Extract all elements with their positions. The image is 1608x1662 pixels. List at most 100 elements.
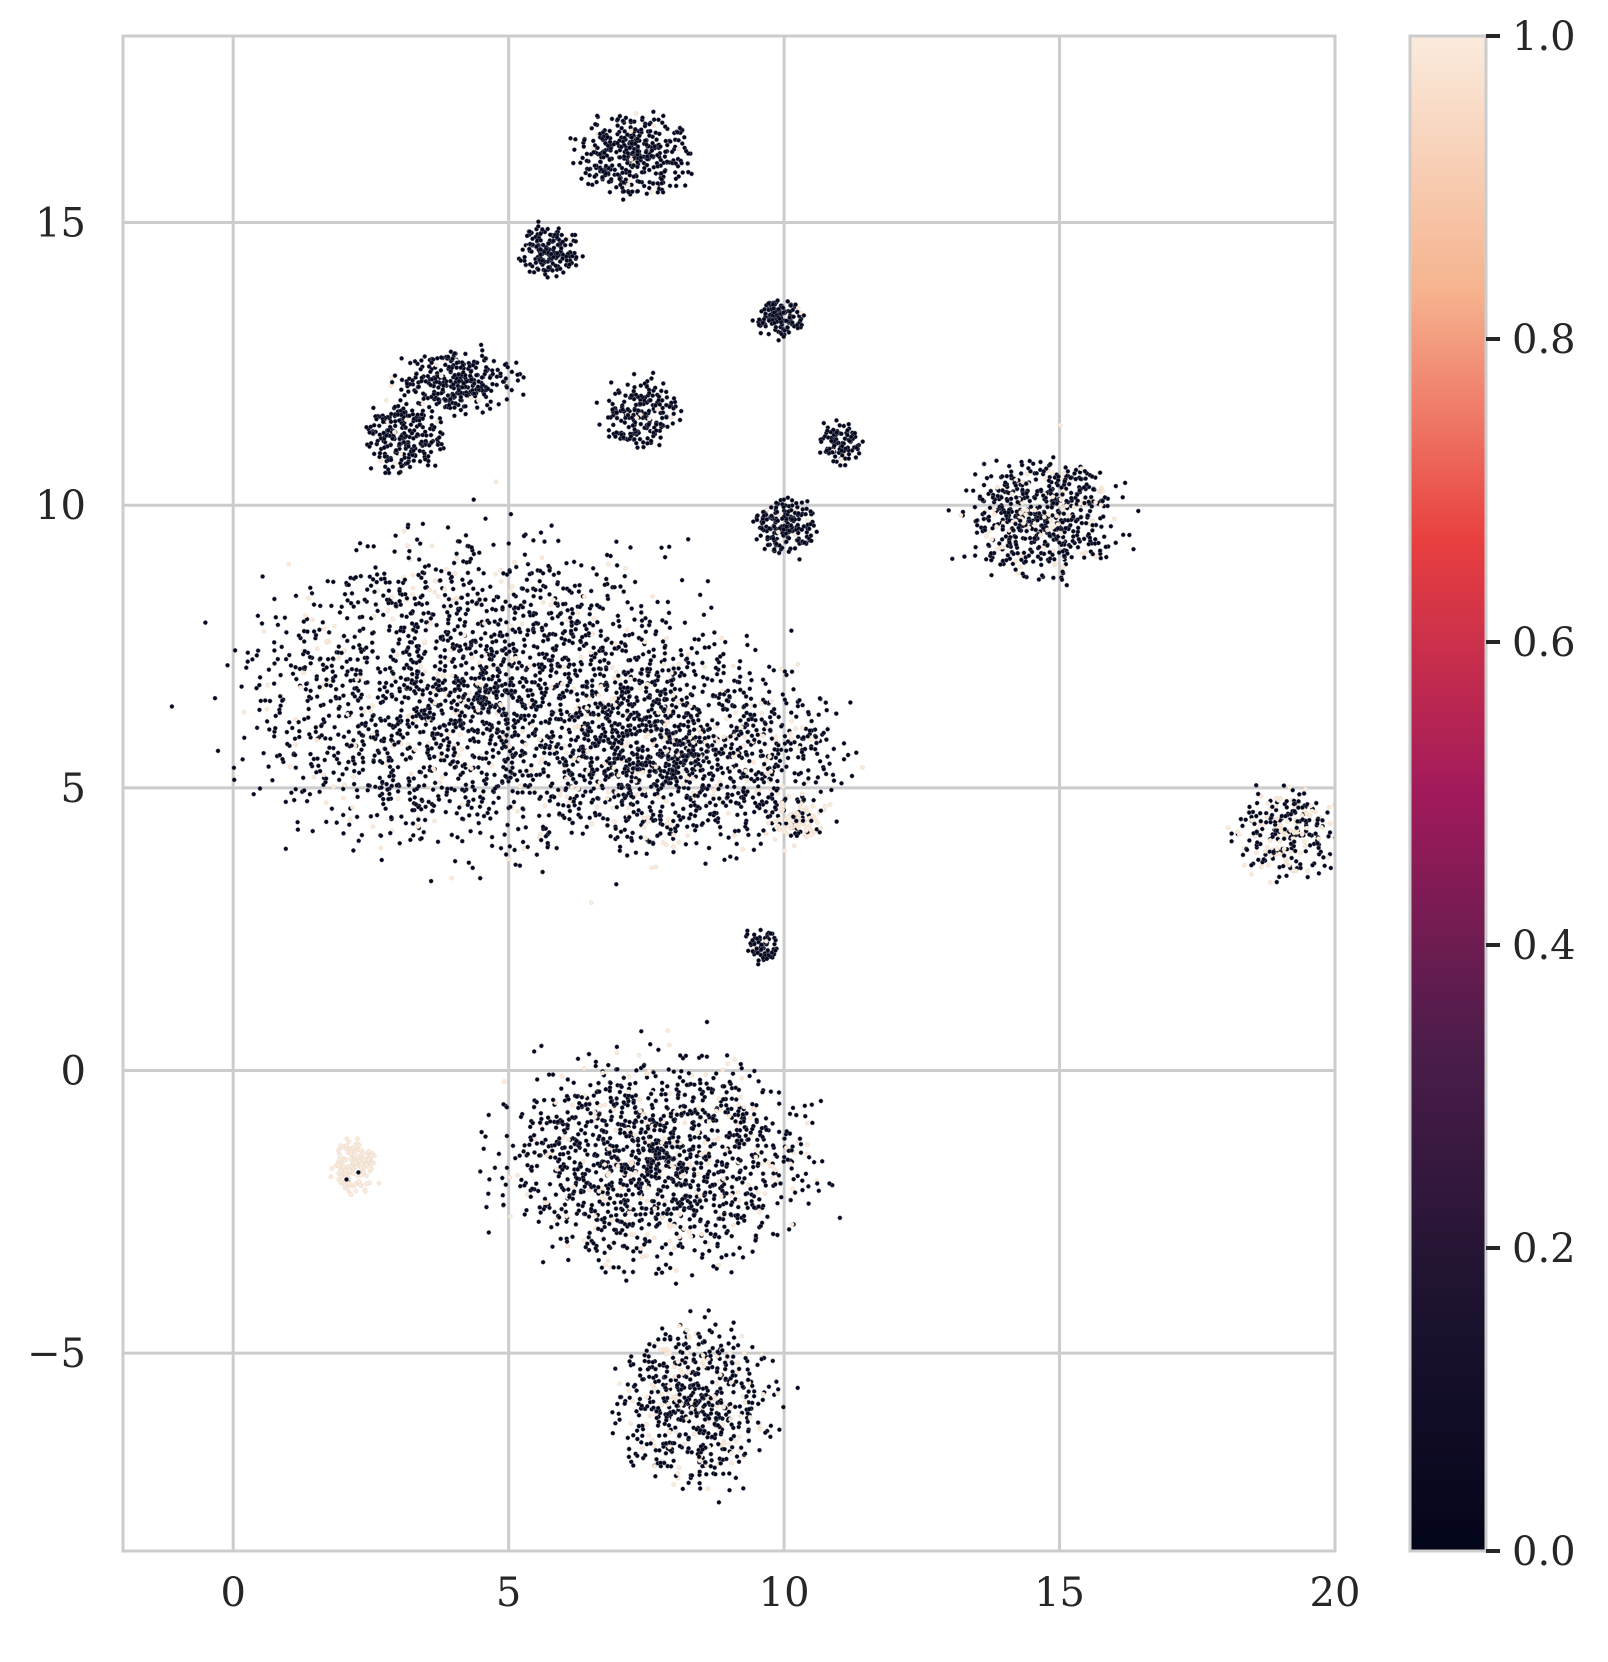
- scatter-point: [525, 844, 531, 850]
- scatter-point: [330, 656, 336, 661]
- scatter-point: [387, 791, 392, 797]
- scatter-point: [548, 602, 554, 608]
- scatter-point: [475, 765, 481, 770]
- scatter-point: [503, 766, 509, 772]
- scatter-point: [407, 652, 412, 658]
- scatter-point: [323, 819, 329, 825]
- scatter-point: [278, 703, 283, 709]
- scatter-point: [639, 755, 645, 760]
- scatter-point: [540, 651, 546, 657]
- scatter-point: [629, 686, 634, 691]
- scatter-point: [700, 689, 705, 695]
- scatter-point: [583, 789, 588, 795]
- scatter-point: [766, 664, 772, 670]
- scatter-point: [742, 734, 748, 740]
- scatter-point: [514, 666, 520, 671]
- scatter-point: [598, 734, 603, 740]
- scatter-point: [481, 789, 486, 794]
- scatter-point: [662, 657, 667, 663]
- scatter-point: [675, 163, 681, 169]
- scatter-point: [687, 780, 693, 785]
- scatter-point: [417, 741, 422, 747]
- scatter-point: [380, 801, 386, 807]
- scatter-point: [702, 645, 708, 650]
- scatter-point: [693, 808, 699, 813]
- scatter-point: [643, 835, 649, 841]
- scatter-point: [495, 673, 501, 679]
- scatter-point: [405, 543, 410, 549]
- scatter-point: [389, 694, 395, 699]
- scatter-point: [443, 397, 449, 403]
- scatter-point: [475, 812, 480, 817]
- scatter-point: [293, 742, 299, 747]
- scatter-point: [255, 648, 261, 653]
- scatter-point: [625, 732, 630, 738]
- scatter-point: [354, 667, 359, 673]
- scatter-point: [714, 671, 720, 677]
- scatter-point: [634, 792, 640, 798]
- scatter-point: [634, 415, 640, 421]
- scatter-point: [390, 777, 396, 783]
- scatter-point: [479, 770, 485, 775]
- scatter-point: [755, 732, 761, 738]
- scatter-point: [623, 393, 628, 398]
- scatter-point: [568, 135, 573, 141]
- scatter-point: [670, 709, 676, 714]
- scatter-point: [410, 452, 416, 458]
- scatter-point: [355, 599, 361, 605]
- scatter-point: [448, 603, 454, 609]
- scatter-point: [449, 705, 454, 711]
- scatter-point: [672, 723, 677, 729]
- scatter-point: [480, 731, 486, 736]
- scatter-point: [687, 703, 693, 709]
- scatter-point: [678, 647, 684, 653]
- scatter-point: [544, 652, 550, 657]
- scatter-point: [496, 750, 501, 756]
- scatter-point: [532, 790, 537, 795]
- scatter-point: [778, 724, 784, 729]
- scatter-point: [461, 380, 467, 386]
- scatter-point: [307, 654, 313, 660]
- scatter-point: [692, 636, 697, 642]
- scatter-point: [662, 651, 668, 656]
- scatter-point: [456, 752, 461, 758]
- scatter-point: [686, 651, 691, 657]
- scatter-point: [720, 707, 726, 712]
- scatter-point: [606, 427, 612, 433]
- scatter-point: [262, 698, 268, 703]
- scatter-point: [502, 832, 507, 837]
- scatter-point: [615, 710, 621, 716]
- scatter-point: [490, 371, 496, 377]
- scatter-point: [414, 660, 419, 666]
- scatter-point: [415, 412, 420, 418]
- scatter-point: [420, 401, 426, 407]
- scatter-point: [446, 596, 452, 602]
- scatter-point: [823, 771, 829, 777]
- scatter-point: [351, 848, 356, 853]
- scatter-point: [640, 651, 646, 657]
- scatter-point: [680, 741, 686, 747]
- scatter-point: [450, 356, 455, 362]
- scatter-point: [550, 646, 556, 651]
- scatter-point: [624, 853, 630, 858]
- scatter-point: [634, 657, 640, 663]
- scatter-point: [433, 645, 438, 651]
- scatter-point: [646, 390, 652, 396]
- scatter-point: [512, 616, 517, 622]
- scatter-point: [734, 841, 740, 847]
- scatter-point: [499, 778, 505, 784]
- scatter-point: [644, 191, 650, 197]
- scatter-point: [591, 149, 597, 155]
- scatter-point: [452, 405, 457, 410]
- scatter-point: [450, 382, 456, 387]
- scatter-point: [203, 620, 208, 625]
- scatter-point: [470, 362, 476, 368]
- scatter-point: [520, 839, 526, 845]
- scatter-point: [749, 751, 755, 757]
- scatter-point: [630, 802, 636, 808]
- scatter-point: [541, 633, 547, 638]
- scatter-point: [484, 726, 490, 732]
- scatter-point: [528, 687, 533, 693]
- scatter-point: [605, 789, 611, 795]
- scatter-point: [510, 765, 515, 771]
